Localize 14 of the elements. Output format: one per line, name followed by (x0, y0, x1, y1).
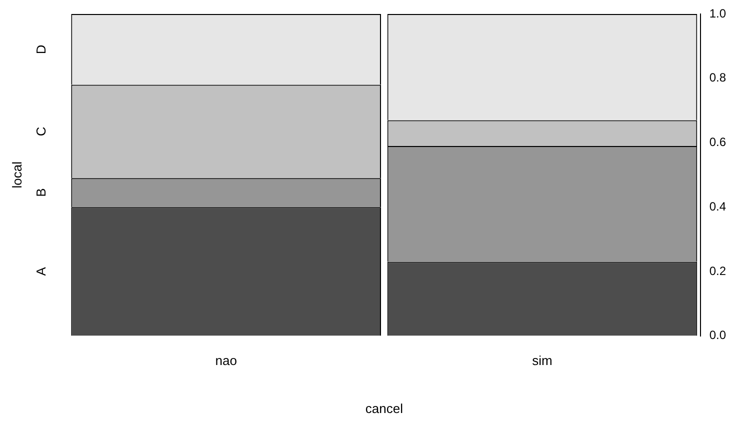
y-tick-label: 1.0 (709, 6, 726, 20)
x-tick-label: nao (215, 353, 237, 368)
y-tick-label: 0.8 (709, 70, 726, 85)
y-tick-label: 0.0 (709, 328, 726, 342)
y-tick-label: 0.2 (709, 264, 726, 278)
text: C (34, 126, 49, 136)
y-axis-title: local (10, 161, 25, 188)
y-tick-label: 0.6 (709, 135, 726, 150)
text: D (34, 44, 49, 54)
x-axis-title: cancel (365, 400, 404, 416)
y-tick-label: 0.4 (709, 199, 726, 214)
text: B (34, 188, 49, 197)
x-tick-label: sim (532, 353, 552, 368)
text: A (34, 266, 49, 276)
